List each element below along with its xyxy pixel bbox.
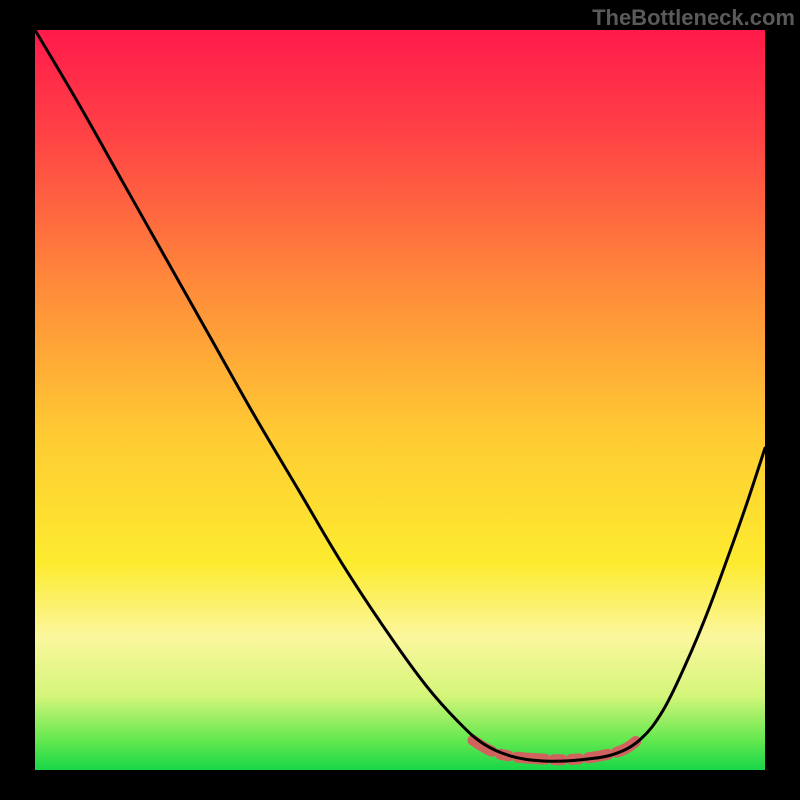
plot-gradient (35, 30, 765, 770)
watermark-text: TheBottleneck.com (592, 5, 795, 31)
chart-container: TheBottleneck.com (0, 0, 800, 800)
chart-svg (0, 0, 800, 800)
